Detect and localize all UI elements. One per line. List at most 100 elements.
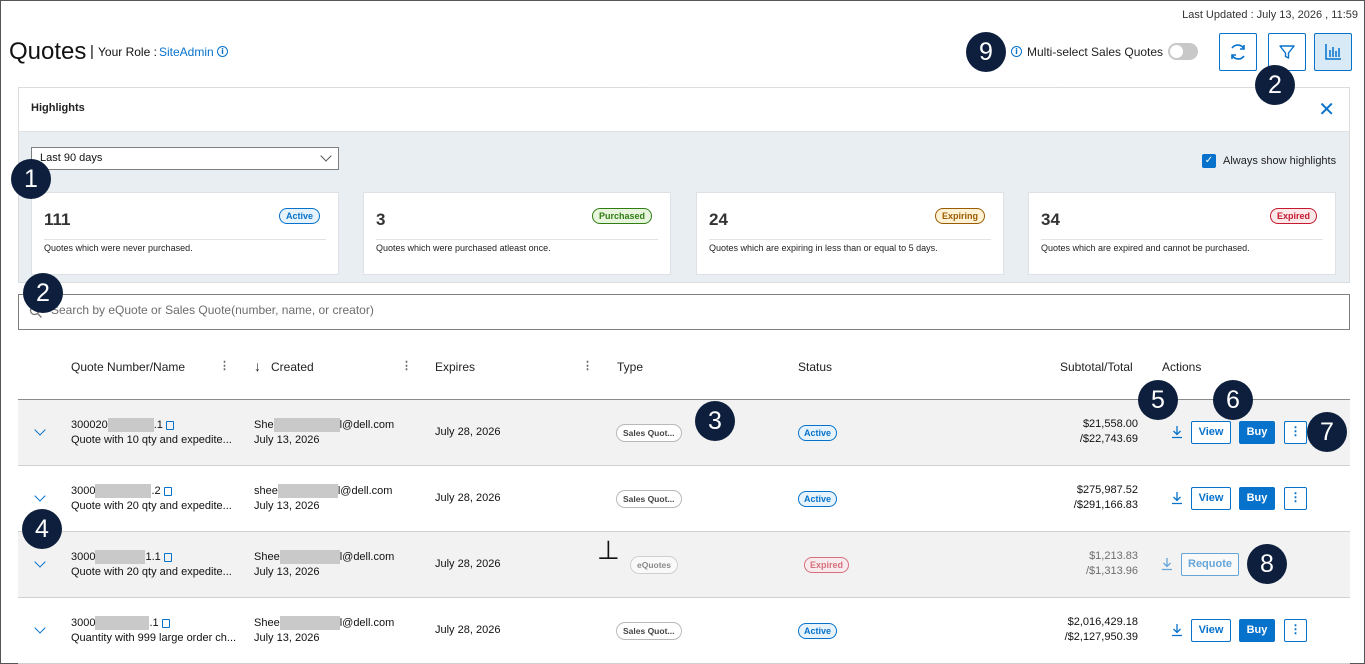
status-badge: Active [278, 208, 320, 224]
download-icon[interactable] [1171, 425, 1183, 439]
column-menu-icon[interactable]: ⋮ [401, 360, 412, 372]
callout-1: 1 [11, 159, 51, 199]
chevron-down-icon [320, 150, 332, 162]
copy-icon[interactable] [163, 486, 172, 496]
expand-chevron-icon[interactable] [34, 490, 46, 502]
card-count: 34 [1041, 210, 1060, 229]
callout-7: 7 [1307, 412, 1347, 452]
column-header-status[interactable]: Status [798, 360, 833, 374]
highlights-panel: Highlights ✕ Last 90 days ✓ Always show … [18, 87, 1350, 283]
always-show-checkbox[interactable]: ✓ [1202, 154, 1216, 168]
expand-chevron-icon[interactable] [34, 556, 46, 568]
type-pill: Sales Quot... [616, 424, 682, 442]
column-header-total[interactable]: Subtotal/Total [1060, 360, 1133, 374]
status-badge: Active [798, 491, 838, 507]
column-header-created[interactable]: Created [271, 360, 314, 374]
buy-button[interactable]: Buy [1239, 487, 1275, 510]
download-icon[interactable] [1161, 557, 1173, 571]
highlights-header: Highlights ✕ [19, 88, 1349, 132]
role-info-icon[interactable]: i [217, 46, 228, 57]
redacted [277, 484, 338, 498]
redacted [95, 550, 146, 564]
view-button[interactable]: View [1191, 487, 1231, 510]
quote-number[interactable]: 3000 .1 [71, 616, 170, 630]
quote-number[interactable]: 300020 .1 [71, 418, 174, 432]
download-icon[interactable] [1171, 623, 1183, 637]
multi-select-toggle[interactable] [1168, 43, 1198, 60]
divider [1041, 239, 1323, 240]
role-value[interactable]: SiteAdmin [159, 45, 214, 59]
expires-date: July 28, 2026 [435, 624, 501, 636]
expand-chevron-icon[interactable] [34, 622, 46, 634]
buy-button[interactable]: Buy [1239, 619, 1275, 642]
redacted [279, 616, 340, 630]
last-updated: Last Updated : July 13, 2026 , 11:59 [1182, 9, 1358, 21]
copy-icon[interactable] [161, 618, 170, 628]
card-description: Quotes which are expiring in less than o… [709, 243, 938, 253]
copy-icon[interactable] [163, 552, 172, 562]
redacted [273, 418, 340, 432]
quote-number-start: 3000 [71, 550, 96, 563]
card-count: 111 [44, 210, 71, 229]
refresh-button[interactable] [1219, 33, 1257, 71]
total: /$291,166.83 [1073, 499, 1138, 511]
callout-5: 5 [1138, 380, 1178, 420]
quote-name: Quantity with 999 large order ch... [71, 632, 237, 644]
quote-number-start: 3000 [71, 616, 96, 629]
column-menu-icon[interactable]: ⋮ [219, 360, 230, 372]
close-icon[interactable]: ✕ [1318, 97, 1335, 121]
search-input[interactable] [51, 303, 1251, 317]
copy-icon[interactable] [165, 420, 174, 430]
buy-button[interactable]: Buy [1239, 421, 1275, 444]
creator-email-start: Shee [254, 550, 280, 563]
more-options-button[interactable]: ⋮ [1284, 487, 1307, 510]
expires-date: July 28, 2026 [435, 558, 501, 570]
redacted [95, 484, 152, 498]
highlight-card-purchased[interactable]: 3 Purchased Quotes which were purchased … [363, 192, 671, 275]
multi-select-info-icon[interactable]: i [1011, 46, 1022, 57]
column-header-quote[interactable]: Quote Number/Name [71, 360, 186, 374]
more-options-button[interactable]: ⋮ [1284, 619, 1307, 642]
divider [44, 239, 326, 240]
more-options-button[interactable]: ⋮ [1284, 421, 1307, 444]
column-header-expires[interactable]: Expires [435, 360, 476, 374]
creator-email-start: shee [254, 484, 278, 497]
card-description: Quotes which are expired and cannot be p… [1041, 243, 1250, 253]
callout-2: 2 [1255, 65, 1295, 105]
table-row: 3000 .1 Quantity with 999 large order ch.… [18, 598, 1350, 664]
callout-9: 9 [966, 32, 1006, 72]
subtotal: $2,016,429.18 [1067, 616, 1138, 628]
status-badge: Expired [804, 557, 850, 573]
expand-chevron-icon[interactable] [34, 424, 46, 436]
quote-number-end: 1.1 [145, 550, 161, 563]
search-box[interactable] [18, 294, 1350, 330]
column-header-type[interactable]: Type [617, 360, 644, 374]
filter-button[interactable] [1268, 33, 1306, 71]
role-label: Your Role : [98, 45, 157, 59]
column-menu-icon[interactable]: ⋮ [582, 360, 593, 372]
view-button[interactable]: View [1191, 619, 1231, 642]
creator-email-start: Shee [254, 616, 280, 629]
creator-email: She l@dell.com [254, 418, 394, 432]
highlight-card-expiring[interactable]: 24 Expiring Quotes which are expiring in… [696, 192, 1004, 275]
highlight-card-active[interactable]: 111 Active Quotes which were never purch… [31, 192, 339, 275]
callout-3: 3 [695, 401, 735, 441]
bar-chart-icon [1325, 44, 1341, 60]
period-select[interactable]: Last 90 days [31, 147, 339, 170]
card-count: 24 [709, 210, 728, 229]
created-date: July 13, 2026 [254, 566, 320, 578]
highlight-card-expired[interactable]: 34 Expired Quotes which are expired and … [1028, 192, 1336, 275]
view-button[interactable]: View [1191, 421, 1231, 444]
sort-arrow-icon[interactable]: ↓ [254, 358, 261, 374]
creator-email-end: l@dell.com [337, 484, 393, 497]
status-badge: Expired [1269, 208, 1317, 224]
quote-number[interactable]: 3000 1.1 [71, 550, 172, 564]
download-icon[interactable] [1171, 491, 1183, 505]
requote-button[interactable]: Requote [1181, 553, 1239, 576]
highlights-chart-button[interactable] [1314, 33, 1352, 71]
creator-email: Shee l@dell.com [254, 550, 394, 564]
creator-email-end: l@dell.com [339, 418, 395, 431]
quote-number[interactable]: 3000 .2 [71, 484, 172, 498]
subtotal: $1,213.83 [1089, 550, 1138, 562]
callout-6: 6 [1213, 380, 1253, 420]
